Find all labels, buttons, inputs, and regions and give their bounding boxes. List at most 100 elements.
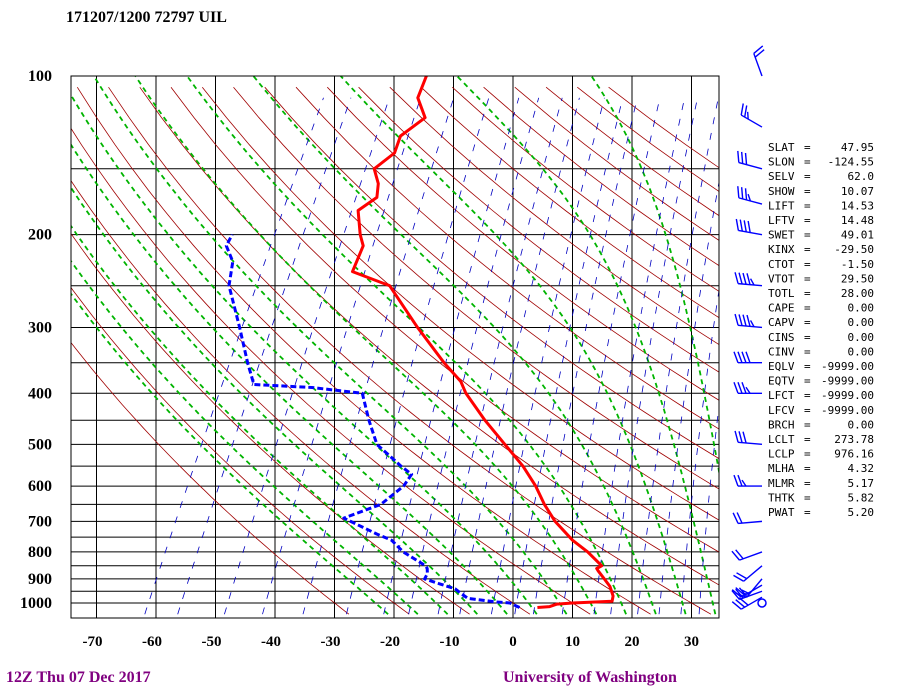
pressure-tick-label: 100	[28, 68, 52, 85]
index-equals: =	[804, 243, 811, 256]
index-name: BRCH	[768, 418, 795, 431]
moist-adiabat	[71, 259, 419, 615]
dry-adiabat	[327, 86, 719, 401]
mixing-ratio-line	[491, 97, 605, 615]
index-row: LCLT = 273.78	[768, 433, 874, 446]
index-row: KINX = -29.50	[768, 243, 874, 256]
moist-adiabat	[186, 76, 627, 615]
index-equals: =	[804, 272, 811, 285]
index-row: SLAT = 47.95	[768, 141, 874, 154]
index-equals: =	[804, 506, 811, 519]
index-name: MLHA	[768, 462, 795, 475]
temperature-profile	[351, 76, 615, 609]
index-row: MLHA = 4.32	[768, 462, 874, 475]
wind-barb	[731, 549, 763, 561]
index-row: CINS = 0.00	[768, 331, 874, 344]
index-name: CINV	[768, 345, 795, 358]
footer-institution: University of Washington	[503, 669, 677, 686]
index-value: 14.53	[841, 199, 874, 212]
index-row: EQTV = -9999.00	[768, 375, 874, 388]
moist-adiabats	[71, 76, 719, 615]
dry-adiabat	[420, 86, 719, 319]
index-row: CTOT = -1.50	[768, 258, 874, 271]
wind-barb	[733, 382, 762, 394]
index-name: SWET	[768, 229, 795, 242]
mixing-ratio-line	[514, 97, 624, 615]
index-value: -9999.00	[821, 389, 874, 402]
wind-barb	[757, 598, 767, 608]
dry-adiabat	[233, 86, 719, 490]
wind-barb	[740, 103, 763, 128]
index-name: SHOW	[768, 185, 795, 198]
index-row: BRCH = 0.00	[768, 418, 874, 431]
mixing-ratio-line	[459, 97, 580, 615]
mixing-ratio-line	[561, 97, 661, 615]
pressure-tick-label: 300	[28, 319, 52, 336]
plot-frame	[70, 75, 720, 619]
index-value: 0.00	[848, 302, 875, 315]
index-name: VTOT	[768, 272, 795, 285]
index-value: 0.00	[848, 418, 875, 431]
dry-adiabat	[71, 179, 531, 615]
index-equals: =	[804, 141, 811, 154]
index-name: EQTV	[768, 375, 795, 388]
index-value: 14.48	[841, 214, 874, 227]
pressure-tick-label: 700	[28, 513, 52, 530]
moist-adiabat	[340, 76, 687, 615]
temperature-axis-labels: -70 -60 -50 -40 -30 -20 -10 0 10 20 30	[83, 634, 700, 650]
temperature-tick-label: -30	[321, 634, 341, 650]
wind-barb	[734, 430, 763, 446]
index-equals: =	[804, 360, 811, 373]
index-value: -9999.00	[821, 404, 874, 417]
temperature-tick-label: -50	[202, 634, 222, 650]
wind-barb	[737, 186, 763, 205]
index-value: -9999.00	[821, 375, 874, 388]
index-name: LIFT	[768, 199, 795, 212]
index-row: EQLV = -9999.00	[768, 360, 874, 373]
pressure-tick-label: 1000	[20, 595, 52, 612]
index-name: THTK	[768, 491, 795, 504]
index-value: 0.00	[848, 345, 875, 358]
mixing-ratio-line	[610, 97, 698, 615]
sounding-profiles	[224, 76, 615, 609]
moist-adiabat	[252, 76, 657, 615]
index-value: 0.00	[848, 316, 875, 329]
mixing-ratio-line	[383, 97, 520, 615]
pressure-tick-label: 600	[28, 478, 52, 495]
index-name: SLAT	[768, 141, 795, 154]
index-value: 5.20	[848, 506, 875, 519]
index-equals: =	[804, 170, 811, 183]
index-equals: =	[804, 462, 811, 475]
pressure-tick-label: 500	[28, 436, 52, 453]
index-equals: =	[804, 287, 811, 300]
wind-barb	[733, 351, 762, 364]
mixing-ratio-line	[533, 97, 638, 615]
index-equals: =	[804, 375, 811, 388]
wind-barb	[734, 313, 763, 329]
index-value: 47.95	[841, 141, 874, 154]
dry-adiabat	[358, 86, 719, 373]
index-value: 28.00	[841, 287, 874, 300]
index-equals: =	[804, 199, 811, 212]
temperature-tick-label: -20	[380, 634, 400, 650]
temperature-tick-label: 10	[565, 634, 580, 650]
index-equals: =	[804, 404, 811, 417]
pressure-tick-label: 900	[28, 571, 52, 588]
index-equals: =	[804, 389, 811, 402]
index-name: MLMR	[768, 477, 795, 490]
plot-grid	[71, 75, 719, 618]
index-name: SELV	[768, 170, 795, 183]
mixing-ratio-line	[302, 97, 455, 615]
dry-adiabat	[71, 286, 410, 615]
index-name: PWAT	[768, 506, 795, 519]
index-equals: =	[804, 448, 811, 461]
index-row: LIFT = 14.53	[768, 199, 874, 212]
index-row: LFCV = -9999.00	[768, 404, 874, 417]
moist-adiabat	[93, 76, 568, 615]
temperature-tick-label: 0	[509, 634, 517, 650]
dry-adiabat	[139, 86, 719, 586]
index-equals: =	[804, 302, 811, 315]
dry-adiabat	[76, 86, 651, 615]
temperature-tick-label: -40	[261, 634, 281, 650]
